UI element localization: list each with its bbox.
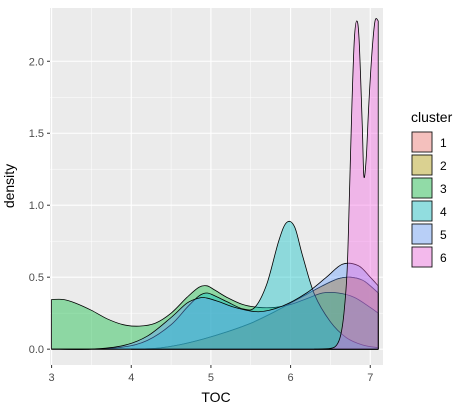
density-area-cluster-4 (51, 220, 379, 350)
legend-key-bg (411, 200, 433, 222)
plot-panel (50, 8, 383, 365)
legend-label-cluster-4: 4 (440, 205, 447, 219)
legend-swatch-cluster-1 (411, 131, 433, 153)
minor-gridlines (50, 8, 383, 365)
legend-swatch-cluster-4 (411, 200, 433, 222)
y-tick-label: 2.0 (29, 56, 44, 68)
legend-label-cluster-3: 3 (440, 182, 447, 196)
legend-swatch-cluster-2 (411, 154, 433, 176)
legend-swatch-cluster-5 (411, 223, 433, 245)
legend-key-bg (411, 246, 433, 268)
density-area-cluster-6 (314, 18, 379, 350)
y-tick-label: 0.5 (29, 272, 44, 284)
y-axis-title: density (1, 164, 17, 208)
legend-key-bg (411, 131, 433, 153)
legend-label-cluster-5: 5 (440, 228, 447, 242)
legend-swatch-cluster-3 (411, 177, 433, 199)
legend-swatch-cluster-6 (411, 246, 433, 268)
x-axis-title: TOC (201, 389, 230, 405)
legend-key-bg (411, 223, 433, 245)
y-tick-label: 0.0 (29, 344, 44, 356)
y-tick-label: 1.5 (29, 128, 44, 140)
legend: cluster 1 2 3 4 5 6 (411, 109, 453, 268)
legend-title: cluster (411, 109, 453, 125)
legend-label-cluster-1: 1 (440, 136, 447, 150)
legend-label-cluster-6: 6 (440, 251, 447, 265)
density-areas (51, 18, 379, 350)
x-tick-label: 4 (128, 372, 134, 384)
legend-key-bg (411, 154, 433, 176)
x-tick-label: 7 (367, 372, 373, 384)
y-axis: 0.0 0.5 1.0 1.5 2.0 (29, 56, 50, 356)
x-tick-label: 3 (49, 372, 55, 384)
x-axis: 3 4 5 6 7 (49, 365, 373, 384)
x-tick-label: 5 (208, 372, 214, 384)
x-tick-label: 6 (288, 372, 294, 384)
density-area-cluster-3 (51, 285, 379, 350)
legend-label-cluster-2: 2 (440, 159, 447, 173)
y-tick-label: 1.0 (29, 200, 44, 212)
legend-key-bg (411, 177, 433, 199)
